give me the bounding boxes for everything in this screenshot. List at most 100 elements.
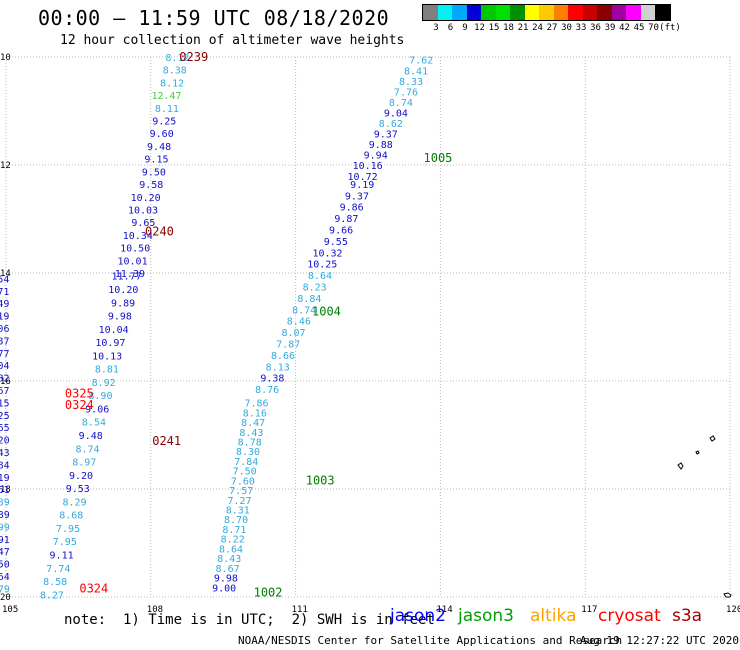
- pass-label: 0325: [65, 386, 94, 400]
- swh-value: 8.58: [43, 577, 67, 588]
- footer-note: note: 1) Time is in UTC; 2) SWH is in fe…: [64, 612, 435, 628]
- legend-swatch: [452, 5, 467, 20]
- lon-tick-label: 111: [292, 605, 308, 615]
- lon-tick-label: 114: [436, 605, 452, 615]
- swh-value: 8.12: [160, 78, 184, 89]
- swh-value: 8.74: [75, 444, 99, 455]
- swh-value: 8.79: [0, 584, 10, 595]
- swh-value: 11.77: [112, 272, 142, 283]
- swh-value: 9.89: [111, 298, 135, 309]
- pass-label: 0241: [152, 434, 181, 448]
- swh-value: 9.04: [384, 108, 408, 119]
- swh-value: 8.68: [59, 511, 83, 522]
- swh-value: 9.19: [350, 180, 374, 191]
- swh-value: 8.30: [236, 447, 260, 458]
- legend-label: 27: [546, 23, 558, 33]
- legend-swatch: [553, 5, 568, 20]
- swh-value: 9.84: [0, 460, 10, 471]
- swh-value: 9.66: [329, 226, 353, 237]
- swh-value: 8.46: [287, 317, 311, 328]
- swh-value: 9.11: [50, 550, 74, 561]
- swh-value: 7.76: [394, 87, 418, 98]
- swh-value: 8.81: [95, 365, 119, 376]
- swh-value: 8.74: [292, 305, 316, 316]
- swh-value: 10.20: [131, 193, 161, 204]
- pass-label: 0324: [65, 398, 94, 412]
- swh-value: 9.87: [334, 214, 358, 225]
- swh-value: 7.86: [244, 399, 268, 410]
- lat-tick-label: 18: [0, 485, 11, 495]
- legend-swatch: [495, 5, 510, 20]
- pass-label: 1002: [254, 586, 283, 600]
- swh-value: 10.65: [0, 423, 10, 434]
- legend-swatch: [524, 5, 539, 20]
- swh-value: 10.19: [0, 312, 9, 323]
- swh-value: 10.97: [95, 338, 125, 349]
- lat-tick-label: 14: [0, 269, 11, 279]
- legend-swatch: [582, 5, 597, 20]
- swh-value: 7.84: [234, 457, 258, 468]
- swh-value: 8.31: [226, 506, 250, 517]
- swh-value: 10.06: [0, 324, 9, 335]
- swh-value: 9.15: [144, 155, 168, 166]
- swh-value: 9.53: [66, 484, 90, 495]
- legend-swatch: [510, 5, 525, 20]
- swh-value: 9.94: [364, 151, 388, 162]
- pass-label: 1003: [306, 473, 335, 487]
- swh-value: 10.50: [120, 244, 150, 255]
- lon-tick-label: 105: [2, 605, 18, 615]
- swh-value: 8.76: [255, 385, 279, 396]
- page-title: 00:00 – 11:59 UTC 08/18/2020: [38, 6, 390, 30]
- swh-value: 9.06: [85, 404, 109, 415]
- legend-label: 12: [474, 23, 485, 33]
- swh-value: 10.20: [0, 436, 10, 447]
- swh-value: 9.50: [142, 167, 166, 178]
- swh-value: 8.43: [217, 554, 241, 565]
- swh-value: 9.60: [150, 129, 174, 140]
- swh-value: 8.07: [282, 328, 306, 339]
- swh-value: 9.48: [147, 142, 171, 153]
- swh-value: 9.50: [0, 560, 10, 571]
- coastline-islands: [677, 435, 732, 598]
- swh-value: 9.65: [131, 218, 155, 229]
- pass-label: 1005: [424, 151, 453, 165]
- swh-value: 10.16: [353, 161, 383, 172]
- swh-value: 8.11: [155, 104, 179, 115]
- legend-label: 15: [488, 23, 500, 33]
- swh-value: 11.39: [115, 269, 145, 280]
- swh-value: 8.64: [308, 271, 332, 282]
- swh-value: 7.62: [409, 56, 433, 67]
- swh-value: 9.37: [374, 130, 398, 141]
- swh-value: 7.50: [233, 467, 257, 478]
- swh-value: 9.82: [0, 374, 10, 385]
- pass-label: 0324: [79, 581, 108, 595]
- legend-swatch: [655, 5, 670, 20]
- swh-value: 9.86: [340, 203, 364, 214]
- swh-value: 9.64: [0, 572, 10, 583]
- swh-value: 10.20: [108, 285, 138, 296]
- pass-label: 0240: [145, 224, 174, 238]
- swh-value: 8.74: [389, 98, 413, 109]
- swh-value: 9.88: [369, 140, 393, 151]
- swh-value: 9.91: [0, 535, 10, 546]
- swh-value: 7.27: [227, 496, 251, 507]
- legend-swatch: [568, 5, 583, 20]
- swh-value: 7.57: [229, 486, 253, 497]
- swh-value: 11.15: [0, 398, 10, 409]
- legend-label: 30: [561, 23, 572, 33]
- swh-value: 10.87: [0, 336, 9, 347]
- swh-value: 8.13: [266, 362, 290, 373]
- sat-label-s3a: s3a: [672, 606, 703, 626]
- swh-value: 8.47: [241, 418, 265, 429]
- legend-swatch: [423, 5, 438, 20]
- swh-value: 8.78: [238, 437, 262, 448]
- swh-value: 8.41: [404, 66, 428, 77]
- legend-label: 6: [447, 23, 454, 33]
- swh-value: 10.04: [0, 361, 10, 372]
- swh-value: 8.23: [303, 283, 327, 294]
- legend-label: 36: [590, 23, 601, 33]
- legend-swatch: [626, 5, 641, 20]
- legend-label: 42: [619, 23, 630, 33]
- legend-unit: (ft): [659, 23, 681, 33]
